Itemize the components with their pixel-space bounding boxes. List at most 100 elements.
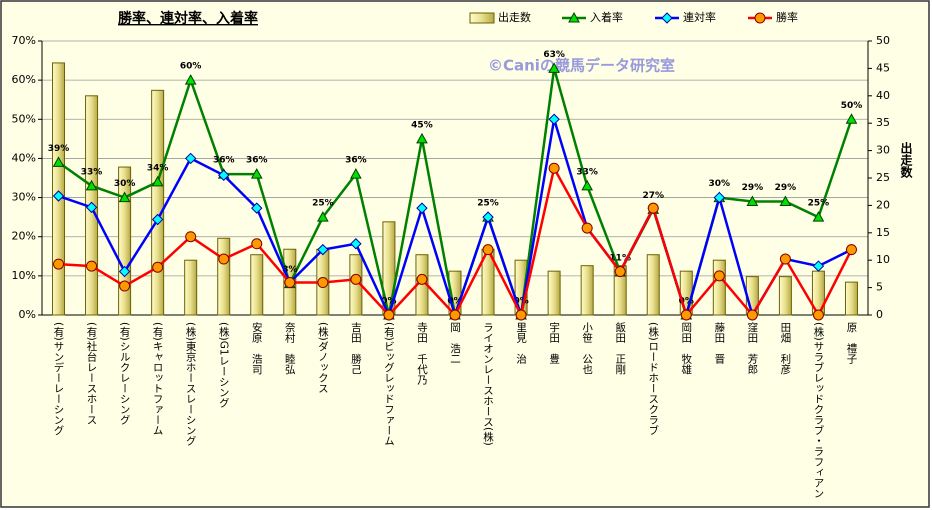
marker — [746, 309, 758, 321]
x-tick-label: 吉田 勝己 — [350, 322, 362, 375]
marker — [548, 113, 560, 125]
marker — [218, 169, 230, 181]
legend-label: 勝率 — [776, 10, 798, 24]
marker — [713, 191, 726, 204]
marker — [779, 253, 791, 265]
marker — [383, 309, 395, 321]
y-tick-label: 10% — [12, 269, 36, 282]
marker — [680, 309, 692, 321]
y2-tick-label: 45 — [876, 61, 890, 74]
y2-tick-label: 0 — [876, 308, 883, 321]
y-tick-label: 40% — [12, 151, 36, 164]
marker — [812, 211, 825, 222]
bar — [217, 237, 231, 316]
marker — [812, 260, 825, 272]
marker — [251, 202, 263, 214]
bar — [52, 62, 66, 316]
marker — [218, 253, 230, 265]
y2-tick-label: 20 — [876, 198, 890, 211]
bar — [646, 254, 660, 316]
data-label: 0% — [381, 297, 396, 307]
data-label: 25% — [477, 199, 499, 209]
data-label: 30% — [114, 179, 136, 189]
x-tick-label: (株)ダノックス — [317, 322, 329, 393]
marker — [482, 244, 494, 256]
data-label: 33% — [81, 167, 103, 177]
watermark: ©Caniの競馬データ研究室 — [488, 57, 675, 75]
data-label: 45% — [411, 120, 433, 130]
data-label: 33% — [576, 167, 598, 177]
marker — [118, 265, 131, 278]
data-label: 60% — [180, 62, 202, 72]
data-label: 36% — [345, 156, 367, 166]
marker — [184, 152, 197, 165]
marker — [449, 309, 461, 321]
data-label: 0% — [447, 297, 462, 307]
x-tick-label: (株)東京ホースレーシング — [185, 322, 197, 446]
bar — [151, 89, 165, 316]
marker — [317, 277, 329, 289]
marker — [746, 195, 759, 206]
y2-tick-label: 10 — [876, 253, 890, 266]
chart-title: 勝率、連対率、入着率 — [118, 10, 258, 27]
y2-tick-label: 35 — [876, 116, 890, 129]
marker — [754, 12, 766, 24]
legend-label: 出走数 — [498, 10, 531, 24]
data-label: 25% — [808, 199, 830, 209]
x-tick-label: (有)キャロットファーム — [152, 322, 164, 435]
bar — [712, 259, 726, 316]
data-label: 29% — [742, 183, 764, 193]
marker — [350, 238, 362, 250]
y2-tick-label: 40 — [876, 89, 890, 102]
x-tick-label: 原 禮子 — [845, 322, 857, 364]
marker — [185, 231, 197, 243]
marker — [317, 243, 329, 256]
x-tick-label: (有)サンデーレーシング — [53, 322, 65, 435]
marker — [548, 62, 560, 73]
x-tick-label: (有)ビッグレッドファーム — [383, 322, 395, 446]
x-tick-label: 寺田 千代乃 — [416, 322, 428, 386]
y-tick-label: 50% — [12, 112, 36, 125]
data-label: 30% — [709, 179, 731, 189]
marker — [316, 211, 329, 222]
x-tick-label: 飯田 正剛 — [614, 321, 626, 375]
marker — [845, 244, 857, 256]
data-label: 36% — [246, 156, 268, 166]
legend-label: 入着率 — [590, 10, 623, 24]
data-label: 36% — [213, 156, 235, 166]
marker — [416, 132, 428, 144]
data-label: 0% — [513, 297, 528, 307]
legend-swatch — [469, 12, 495, 24]
y2-tick-label: 25 — [876, 171, 890, 184]
marker — [661, 12, 673, 24]
data-label: 39% — [48, 144, 70, 154]
marker — [581, 222, 593, 234]
x-tick-label: (株)サラブレッドクラブ・ラフィアン — [812, 322, 824, 498]
y-tick-label: 70% — [12, 34, 36, 47]
marker — [482, 211, 494, 223]
bar — [547, 270, 561, 316]
marker — [581, 179, 594, 191]
x-tick-label: (有)社台レースホース — [86, 322, 98, 425]
marker — [779, 195, 792, 206]
x-tick-label: 奈村 睦弘 — [284, 321, 296, 375]
bar — [250, 254, 264, 316]
data-label: 0% — [679, 297, 694, 307]
bar — [778, 276, 792, 316]
marker — [250, 168, 263, 179]
x-tick-label: 田畑 利彦 — [779, 322, 791, 375]
marker — [416, 202, 428, 214]
y2-tick-label: 15 — [876, 226, 890, 239]
marker — [52, 190, 65, 202]
data-label: 63% — [543, 50, 565, 60]
bar — [580, 265, 594, 316]
marker — [812, 309, 824, 321]
marker — [52, 156, 65, 167]
x-tick-label: 窪田 芳郎 — [746, 321, 758, 375]
x-tick-label: 藤田 晋 — [713, 322, 725, 365]
x-tick-label: 小笹 公也 — [581, 322, 593, 375]
marker — [647, 202, 659, 214]
marker — [350, 273, 362, 285]
x-tick-label: 宇田 豊 — [548, 321, 560, 364]
